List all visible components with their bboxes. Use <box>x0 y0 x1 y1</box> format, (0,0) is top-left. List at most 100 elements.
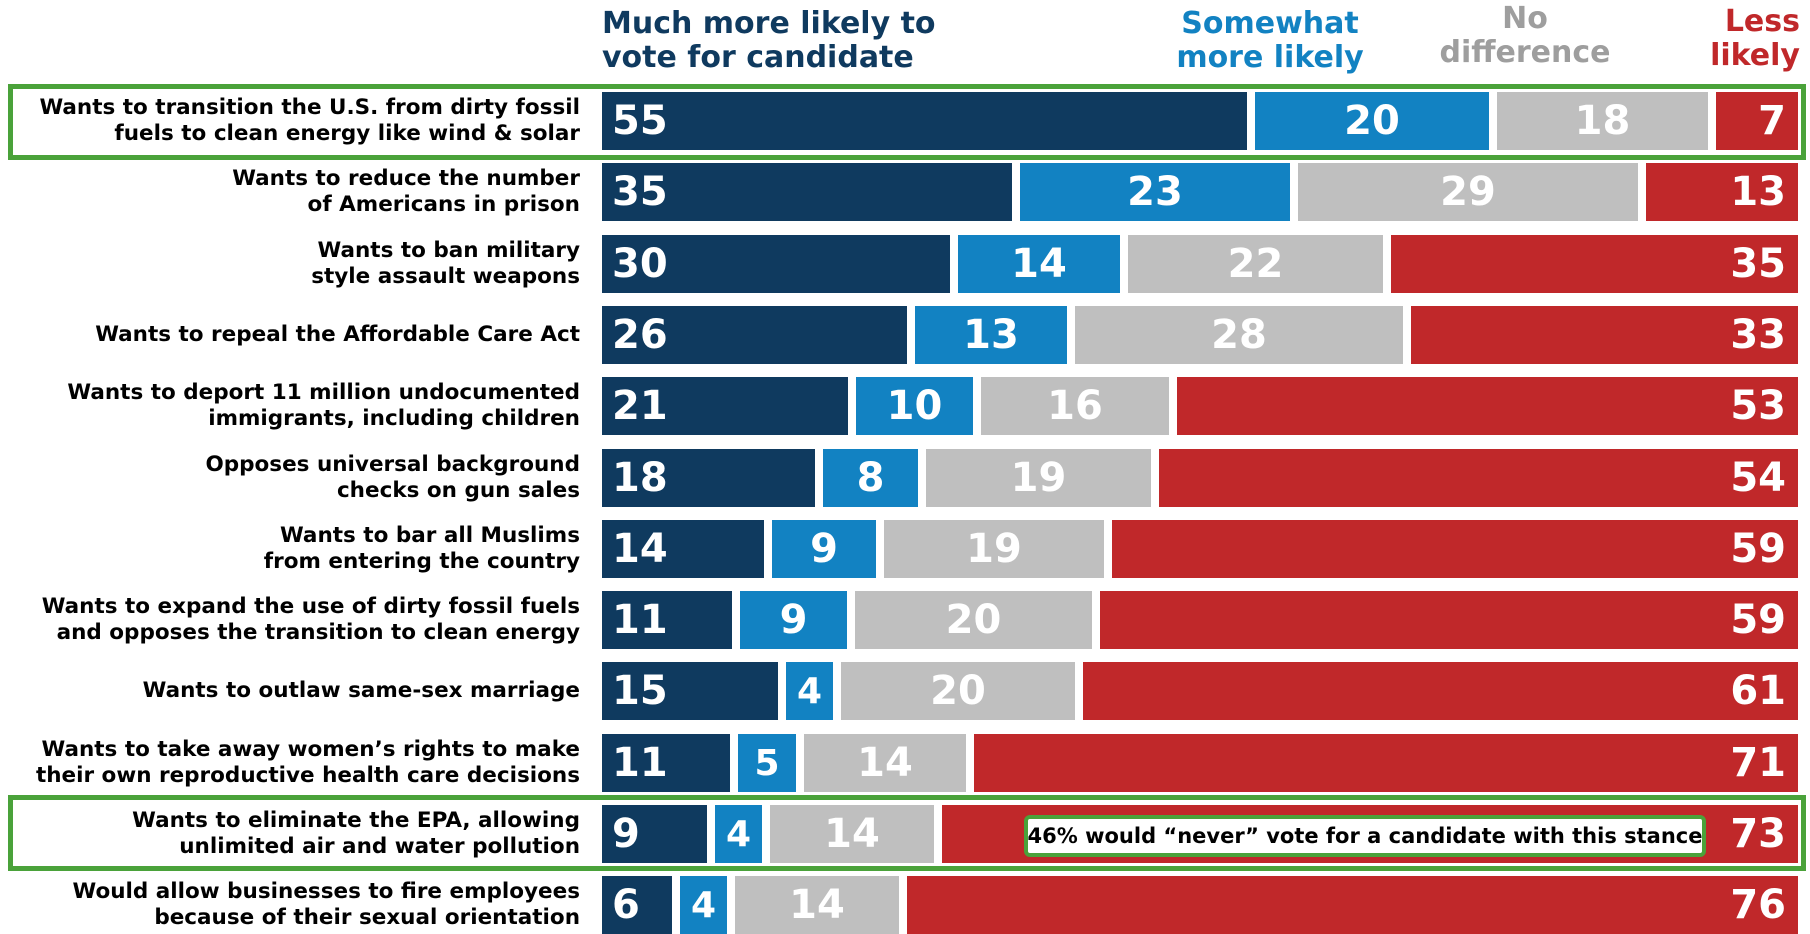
segment-much-more-likely: 6 <box>602 876 672 934</box>
category-label-line: immigrants, including children <box>208 406 580 431</box>
bar-row: Wants to ban military style assault weapo… <box>0 235 1810 293</box>
segment-no-difference: 14 <box>770 805 934 863</box>
category-label-line: and opposes the transition to clean ener… <box>56 620 580 645</box>
category-label: Wants to expand the use of dirty fossil … <box>0 591 580 649</box>
category-label-line: from entering the country <box>263 549 580 574</box>
category-label-line: checks on gun sales <box>336 478 580 503</box>
segment-less-likely: 7 <box>1716 92 1798 150</box>
segment-somewhat-more-likely: 9 <box>740 591 847 649</box>
legend-no-difference: No difference <box>1430 2 1620 70</box>
category-label: Would allow businesses to fire employees… <box>0 876 580 934</box>
category-label-line: of Americans in prison <box>307 192 580 217</box>
segment-much-more-likely: 11 <box>602 734 730 792</box>
bar-row: Opposes universal background checks on gu… <box>0 449 1810 507</box>
segment-less-likely: 71 <box>974 734 1798 792</box>
category-label-line: Would allow businesses to fire employees <box>72 879 580 904</box>
bar-row: Would allow businesses to fire employees… <box>0 876 1810 934</box>
category-label: Wants to transition the U.S. from dirty … <box>0 92 580 150</box>
category-label-line: Wants to transition the U.S. from dirty … <box>39 95 580 120</box>
category-label-line: fuels to clean energy like wind & solar <box>114 121 580 146</box>
category-label-line: Wants to reduce the number <box>232 166 580 191</box>
segment-somewhat-more-likely: 4 <box>786 662 833 720</box>
segment-no-difference: 29 <box>1298 163 1638 221</box>
category-label-line: Wants to eliminate the EPA, allowing <box>132 808 580 833</box>
category-label-line: Wants to outlaw same-sex marriage <box>142 678 580 703</box>
category-label-line: unlimited air and water pollution <box>179 834 580 859</box>
segment-no-difference: 14 <box>735 876 899 934</box>
segment-less-likely: 59 <box>1100 591 1798 649</box>
segment-somewhat-more-likely: 9 <box>772 520 876 578</box>
segment-no-difference: 18 <box>1497 92 1708 150</box>
segment-no-difference: 19 <box>884 520 1104 578</box>
segment-less-likely: 33 <box>1411 306 1798 364</box>
category-label-line: Wants to bar all Muslims <box>279 523 580 548</box>
segment-no-difference: 20 <box>855 591 1092 649</box>
segment-much-more-likely: 35 <box>602 163 1012 221</box>
category-label-line: Wants to repeal the Affordable Care Act <box>95 322 580 347</box>
segment-no-difference: 20 <box>841 662 1075 720</box>
highlight-box-clean-energy <box>8 84 1806 160</box>
category-label-line: Wants to expand the use of dirty fossil … <box>41 594 580 619</box>
segment-somewhat-more-likely: 8 <box>823 449 918 507</box>
category-label-line: Wants to ban military <box>317 238 580 263</box>
segment-much-more-likely: 18 <box>602 449 815 507</box>
bar-row: Wants to repeal the Affordable Care Act 2… <box>0 306 1810 364</box>
segment-less-likely: 35 <box>1391 235 1798 293</box>
segment-somewhat-more-likely: 20 <box>1255 92 1489 150</box>
category-label-line: Wants to take away women’s rights to mak… <box>41 737 581 762</box>
category-label: Wants to take away women’s rights to mak… <box>0 734 580 792</box>
segment-less-likely: 76 <box>907 876 1798 934</box>
segment-no-difference: 22 <box>1128 235 1383 293</box>
bar-row: Wants to expand the use of dirty fossil … <box>0 591 1810 649</box>
bar-row: Wants to transition the U.S. from dirty … <box>0 92 1810 150</box>
legend-much-line1: Much more likely to <box>602 6 936 41</box>
bar-row: Wants to reduce the number of Americans i… <box>0 163 1810 221</box>
callout-never-vote: 46% would “never” vote for a candidate w… <box>1024 815 1706 857</box>
segment-less-likely: 61 <box>1083 662 1798 720</box>
highlight-box-eliminate-epa <box>8 795 1806 871</box>
legend-nodiff-line1: No <box>1502 1 1548 36</box>
category-label: Wants to outlaw same-sex marriage <box>0 662 580 720</box>
segment-no-difference: 16 <box>981 377 1169 435</box>
category-label-line: because of their sexual orientation <box>154 905 580 930</box>
category-label: Wants to ban military style assault weapo… <box>0 235 580 293</box>
segment-much-more-likely: 30 <box>602 235 950 293</box>
segment-much-more-likely: 15 <box>602 662 778 720</box>
segment-much-more-likely: 55 <box>602 92 1247 150</box>
category-label-line: their own reproductive health care decis… <box>35 763 580 788</box>
legend-somewhat-more-likely: Somewhat more likely <box>1165 7 1375 75</box>
bar-row: Wants to outlaw same-sex marriage 15 4 20 61 <box>0 662 1810 720</box>
category-label: Opposes universal background checks on gu… <box>0 449 580 507</box>
segment-no-difference: 14 <box>804 734 966 792</box>
category-label-line: style assault weapons <box>311 264 580 289</box>
segment-less-likely: 13 <box>1646 163 1798 221</box>
category-label: Wants to eliminate the EPA, allowing unli… <box>0 805 580 863</box>
segment-somewhat-more-likely: 23 <box>1020 163 1290 221</box>
segment-much-more-likely: 9 <box>602 805 707 863</box>
segment-much-more-likely: 26 <box>602 306 907 364</box>
category-label: Wants to reduce the number of Americans i… <box>0 163 580 221</box>
legend-some-line1: Somewhat <box>1181 6 1359 41</box>
legend-less-likely: Less likely <box>1700 5 1800 73</box>
legend-less-line2: likely <box>1710 38 1800 73</box>
legend-much-line2: vote for candidate <box>602 40 914 75</box>
segment-somewhat-more-likely: 14 <box>958 235 1120 293</box>
segment-no-difference: 19 <box>926 449 1151 507</box>
bar-row: Wants to take away women’s rights to mak… <box>0 734 1810 792</box>
segment-somewhat-more-likely: 5 <box>738 734 796 792</box>
category-label: Wants to deport 11 million undocumented i… <box>0 377 580 435</box>
segment-no-difference: 28 <box>1075 306 1403 364</box>
segment-much-more-likely: 21 <box>602 377 848 435</box>
segment-much-more-likely: 14 <box>602 520 764 578</box>
category-label-line: Opposes universal background <box>205 452 580 477</box>
bar-row: Wants to deport 11 million undocumented i… <box>0 377 1810 435</box>
category-label: Wants to bar all Muslims from entering th… <box>0 520 580 578</box>
segment-somewhat-more-likely: 13 <box>915 306 1067 364</box>
legend-much-more-likely: Much more likely to vote for candidate <box>602 7 936 75</box>
segment-much-more-likely: 11 <box>602 591 732 649</box>
legend-less-line1: Less <box>1724 4 1800 39</box>
segment-less-likely: 59 <box>1112 520 1798 578</box>
segment-less-likely: 54 <box>1159 449 1798 507</box>
bar-row: Wants to bar all Muslims from entering th… <box>0 520 1810 578</box>
